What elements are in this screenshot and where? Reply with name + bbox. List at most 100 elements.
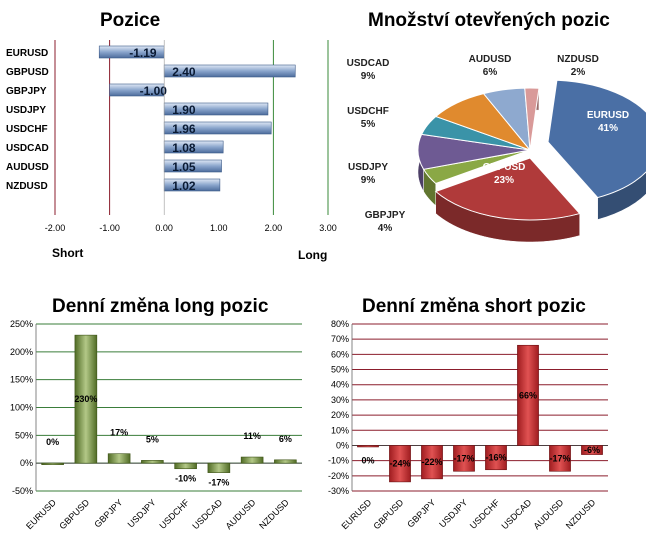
slice-percent-label: 23% bbox=[494, 175, 514, 186]
x-tick-label: USDCHF bbox=[468, 497, 502, 531]
bar bbox=[141, 460, 164, 464]
value-label: -22% bbox=[421, 457, 442, 467]
value-label: 1.02 bbox=[172, 179, 196, 193]
value-label: 2.40 bbox=[172, 65, 196, 79]
slice-name-label: AUDUSD bbox=[469, 54, 512, 65]
x-tick-label: -2.00 bbox=[45, 223, 66, 233]
bar bbox=[421, 445, 443, 480]
category-label: USDCHF bbox=[6, 124, 48, 135]
y-tick-label: 200% bbox=[10, 347, 33, 357]
x-tick-label: USDCAD bbox=[190, 497, 224, 531]
slice-percent-label: 2% bbox=[571, 67, 586, 78]
bar bbox=[274, 459, 297, 464]
y-tick-label: 0% bbox=[336, 440, 349, 450]
slice-name-label: USDCAD bbox=[347, 58, 390, 69]
bar bbox=[41, 462, 64, 465]
x-tick-label: AUDUSD bbox=[531, 497, 565, 531]
value-label: 1.90 bbox=[172, 103, 196, 117]
pozice-plot: EURUSD -1.19 GBPUSD 2.40 GBPJPY -1.00 USDJPY 1.… bbox=[6, 40, 337, 233]
value-label: 230% bbox=[74, 394, 97, 404]
y-tick-label: 250% bbox=[10, 319, 33, 329]
category-label: GBPJPY bbox=[6, 86, 47, 97]
y-tick-label: 80% bbox=[331, 319, 349, 329]
bar bbox=[517, 344, 539, 446]
bar bbox=[357, 445, 379, 448]
slice-percent-label: 4% bbox=[378, 223, 393, 234]
short-change-title: Denní změna short pozic bbox=[362, 296, 586, 317]
y-tick-label: -30% bbox=[328, 486, 349, 496]
x-tick-label: USDJPY bbox=[437, 497, 469, 529]
category-label: USDJPY bbox=[6, 105, 46, 116]
value-label: -1.00 bbox=[140, 84, 168, 98]
slice-percent-label: 9% bbox=[361, 175, 376, 186]
pie-slice bbox=[524, 87, 540, 151]
x-tick-label: GBPUSD bbox=[57, 497, 91, 531]
x-tick-label: 3.00 bbox=[319, 223, 337, 233]
y-tick-label: 30% bbox=[331, 395, 349, 405]
value-label: -17% bbox=[549, 453, 570, 463]
value-label: 5% bbox=[146, 434, 159, 444]
slice-percent-label: 5% bbox=[361, 119, 376, 130]
slice-name-label: USDCHF bbox=[347, 106, 389, 117]
value-label: -17% bbox=[208, 478, 229, 488]
slice-name-label: EURUSD bbox=[587, 110, 629, 121]
value-label: 17% bbox=[110, 428, 128, 438]
pie-slice bbox=[547, 79, 646, 199]
y-tick-label: 70% bbox=[331, 334, 349, 344]
x-tick-label: EURUSD bbox=[24, 497, 58, 531]
bar bbox=[240, 456, 264, 464]
y-tick-label: 60% bbox=[331, 349, 349, 359]
category-label: AUDUSD bbox=[6, 162, 49, 173]
value-label: 1.05 bbox=[172, 160, 196, 174]
slice-percent-label: 9% bbox=[361, 71, 376, 82]
y-tick-label: -50% bbox=[12, 486, 33, 496]
bar bbox=[207, 462, 231, 473]
y-tick-label: 40% bbox=[331, 380, 349, 390]
pie-plot: EURUSD 41% GBPUSD 23% GBPJPY 4% USDJPY 9% USDCHF… bbox=[347, 54, 646, 243]
x-tick-label: AUDUSD bbox=[224, 497, 258, 531]
pie-title: Množství otevřených pozic bbox=[368, 10, 610, 31]
slice-percent-label: 6% bbox=[483, 67, 498, 78]
y-tick-label: -20% bbox=[328, 471, 349, 481]
bar bbox=[174, 462, 197, 470]
value-label: 66% bbox=[519, 390, 537, 400]
value-label: -24% bbox=[389, 459, 410, 469]
value-label: 0% bbox=[46, 437, 59, 447]
short-change-plot: 80% 70% 60% 50% 40% 30% 20% 10% 0% -10% -20% -30% 0%… bbox=[328, 319, 608, 531]
y-tick-label: 10% bbox=[331, 425, 349, 435]
y-tick-label: 0% bbox=[20, 458, 33, 468]
value-label: -1.19 bbox=[129, 46, 157, 60]
pie-chart: Množství otevřených pozic EURUSD 41% GBPUS… bbox=[340, 0, 646, 270]
value-label: -17% bbox=[453, 453, 474, 463]
x-tick-label: 2.00 bbox=[265, 223, 283, 233]
value-label: 6% bbox=[279, 434, 292, 444]
category-label: USDCAD bbox=[6, 143, 49, 154]
x-tick-label: EURUSD bbox=[339, 497, 373, 531]
x-tick-label: USDCAD bbox=[499, 497, 533, 531]
value-label: -16% bbox=[485, 453, 506, 463]
short-change-chart: Denní změna short pozic 80% 70% 60% 50% 40% 3… bbox=[320, 290, 646, 538]
x-tick-label: USDJPY bbox=[126, 497, 158, 529]
long-change-title: Denní změna long pozic bbox=[52, 296, 269, 317]
long-change-chart: Denní změna long pozic 250% 200% 150% 100% 5… bbox=[0, 290, 320, 538]
x-tick-label: 0.00 bbox=[155, 223, 173, 233]
bar bbox=[107, 453, 131, 464]
x-tick-label: GBPJPY bbox=[405, 497, 437, 529]
short-label: Short bbox=[52, 246, 84, 260]
bar bbox=[389, 445, 411, 483]
y-tick-label: 20% bbox=[331, 410, 349, 420]
x-tick-label: NZDUSD bbox=[564, 497, 598, 531]
bar bbox=[74, 334, 98, 464]
y-tick-label: 50% bbox=[15, 430, 33, 440]
y-tick-label: 150% bbox=[10, 375, 33, 385]
value-label: 11% bbox=[243, 431, 261, 441]
category-label: EURUSD bbox=[6, 48, 48, 59]
y-tick-label: 50% bbox=[331, 365, 349, 375]
bar bbox=[549, 445, 571, 472]
x-tick-label: GBPJPY bbox=[92, 497, 124, 529]
long-label: Long bbox=[298, 248, 328, 262]
y-tick-label: -10% bbox=[328, 456, 349, 466]
slice-percent-label: 41% bbox=[598, 123, 618, 134]
slice-name-label: NZDUSD bbox=[557, 54, 599, 65]
y-tick-label: 100% bbox=[10, 403, 33, 413]
